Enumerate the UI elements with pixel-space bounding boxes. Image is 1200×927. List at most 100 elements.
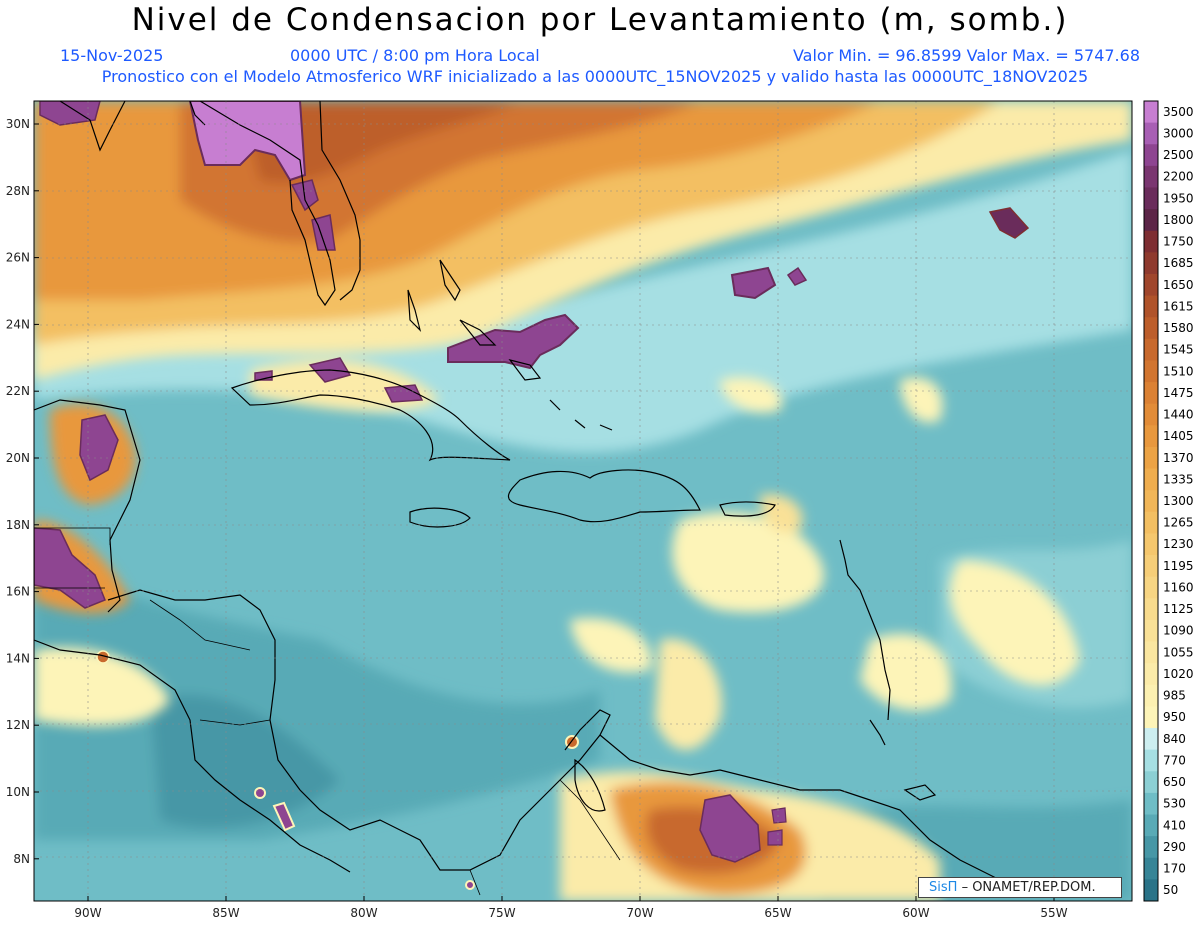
- colorbar-swatch: [1144, 533, 1158, 556]
- colorbar-swatch: [1144, 728, 1158, 751]
- colorbar-swatch: [1144, 165, 1158, 188]
- colorbar-label: 1440: [1163, 408, 1194, 422]
- forecast-time: 0000 UTC / 8:00 pm Hora Local: [290, 46, 540, 65]
- colorbar-swatch: [1144, 814, 1158, 837]
- colorbar-label: 1020: [1163, 667, 1194, 681]
- colorbar-swatch: [1144, 555, 1158, 578]
- colorbar-swatch: [1144, 511, 1158, 534]
- colorbar-label: 3000: [1163, 126, 1194, 140]
- lon-label: 70W: [626, 906, 653, 920]
- lat-label: 24N: [6, 317, 30, 331]
- map-frame: [33, 100, 1133, 902]
- colorbar-label: 1265: [1163, 516, 1194, 530]
- forecast-date: 15-Nov-2025: [60, 46, 164, 65]
- colorbar-label: 1090: [1163, 624, 1194, 638]
- colorbar-swatch: [1144, 879, 1158, 902]
- latitude-axis: 30N 28N 26N 24N 22N 20N 18N 16N 14N 12N 10N 8N: [6, 117, 39, 866]
- lon-label: 90W: [74, 906, 101, 920]
- colorbar-label: 1615: [1163, 299, 1194, 313]
- value-range: Valor Min. = 96.8599 Valor Max. = 5747.6…: [792, 46, 1140, 65]
- colorbar-swatch: [1144, 836, 1158, 859]
- political-borders: [34, 527, 621, 896]
- lon-label: 80W: [350, 906, 377, 920]
- colorbar-swatch: [1144, 382, 1158, 405]
- colorbar-swatch: [1144, 360, 1158, 383]
- colorbar-swatch: [1144, 317, 1158, 340]
- colorbar-swatch: [1144, 749, 1158, 772]
- colorbar-label: 950: [1163, 710, 1186, 724]
- map-plot-area: [34, 101, 1132, 901]
- colorbar-label: 1405: [1163, 429, 1194, 443]
- colorbar-label: 530: [1163, 797, 1186, 811]
- colorbar-label: 50: [1163, 883, 1178, 897]
- lcl-core-features: [34, 101, 1030, 890]
- colorbar-label: 1800: [1163, 213, 1194, 227]
- lat-label: 10N: [6, 785, 30, 799]
- colorbar-label: 2200: [1163, 170, 1194, 184]
- lat-label: 8N: [13, 852, 30, 866]
- colorbar-swatch: [1144, 619, 1158, 643]
- colorbar-swatch: [1144, 101, 1158, 124]
- lat-label: 18N: [6, 518, 30, 532]
- colorbar-label: 2500: [1163, 148, 1194, 162]
- colorbar-swatch: [1144, 641, 1158, 664]
- lat-label: 30N: [6, 117, 30, 131]
- lat-label: 12N: [6, 718, 30, 732]
- colorbar-label: 1510: [1163, 364, 1194, 378]
- colorbar-label: 1195: [1163, 559, 1194, 573]
- colorbar-label: 410: [1163, 818, 1186, 832]
- lon-label: 75W: [488, 906, 515, 920]
- colorbar-label: 1160: [1163, 580, 1194, 594]
- lon-label: 65W: [764, 906, 791, 920]
- longitude-axis: 90W 85W 80W 75W 70W 65W 60W 55W: [74, 896, 1068, 920]
- credit-text: – ONAMET/REP.DOM.: [961, 880, 1096, 895]
- colorbar-label: 1950: [1163, 191, 1194, 205]
- colorbar-label: 985: [1163, 689, 1186, 703]
- colorbar-swatch: [1144, 273, 1158, 297]
- colorbar-label: 1125: [1163, 602, 1194, 616]
- colorbar-label: 840: [1163, 732, 1186, 746]
- colorbar-label: 1055: [1163, 645, 1194, 659]
- coastlines: [34, 101, 1001, 881]
- colorbar-label: 1650: [1163, 278, 1194, 292]
- colorbar: 3500 3000 2500 2200 1950 1800 1750 1685 1650 1615…: [1143, 100, 1194, 902]
- colorbar-swatch: [1144, 771, 1158, 794]
- lat-label: 20N: [6, 451, 30, 465]
- colorbar-swatch: [1144, 663, 1158, 686]
- lat-label: 22N: [6, 384, 30, 398]
- colorbar-label: 290: [1163, 840, 1186, 854]
- lat-label: 26N: [6, 251, 30, 265]
- colorbar-swatch: [1144, 403, 1158, 426]
- colorbar-frame: [1143, 100, 1159, 902]
- brand-logo-text: SisΠ: [929, 880, 958, 895]
- colorbar-label: 1300: [1163, 494, 1194, 508]
- lon-label: 55W: [1040, 906, 1067, 920]
- colorbar-swatch: [1144, 122, 1158, 145]
- colorbar-swatch: [1144, 230, 1158, 253]
- lon-label: 60W: [902, 906, 929, 920]
- colorbar-label: 1580: [1163, 321, 1194, 335]
- lat-label: 14N: [6, 651, 30, 665]
- colorbar-label: 1475: [1163, 386, 1194, 400]
- model-description: Pronostico con el Modelo Atmosferico WRF…: [101, 67, 1089, 86]
- colorbar-label: 770: [1163, 753, 1186, 767]
- colorbar-swatch: [1144, 338, 1158, 361]
- colorbar-swatch: [1144, 706, 1158, 729]
- colorbar-label: 1750: [1163, 235, 1194, 249]
- colorbar-swatch: [1144, 144, 1158, 167]
- credit-box: SisΠ – ONAMET/REP.DOM.: [918, 877, 1122, 898]
- colorbar-swatch: [1144, 425, 1158, 448]
- colorbar-label: 1230: [1163, 537, 1194, 551]
- colorbar-swatch: [1144, 446, 1158, 470]
- map-title: Nivel de Condensacion por Levantamiento …: [131, 2, 1069, 38]
- graticule: [34, 101, 1132, 901]
- colorbar-label: 3500: [1163, 105, 1194, 119]
- colorbar-swatch: [1144, 576, 1158, 599]
- colorbar-label: 170: [1163, 862, 1186, 876]
- colorbar-swatch: [1144, 490, 1158, 513]
- lat-label: 16N: [6, 585, 30, 599]
- colorbar-swatch: [1144, 857, 1158, 880]
- colorbar-swatch: [1144, 209, 1158, 232]
- colorbar-swatch: [1144, 187, 1158, 210]
- colorbar-swatch: [1144, 295, 1158, 318]
